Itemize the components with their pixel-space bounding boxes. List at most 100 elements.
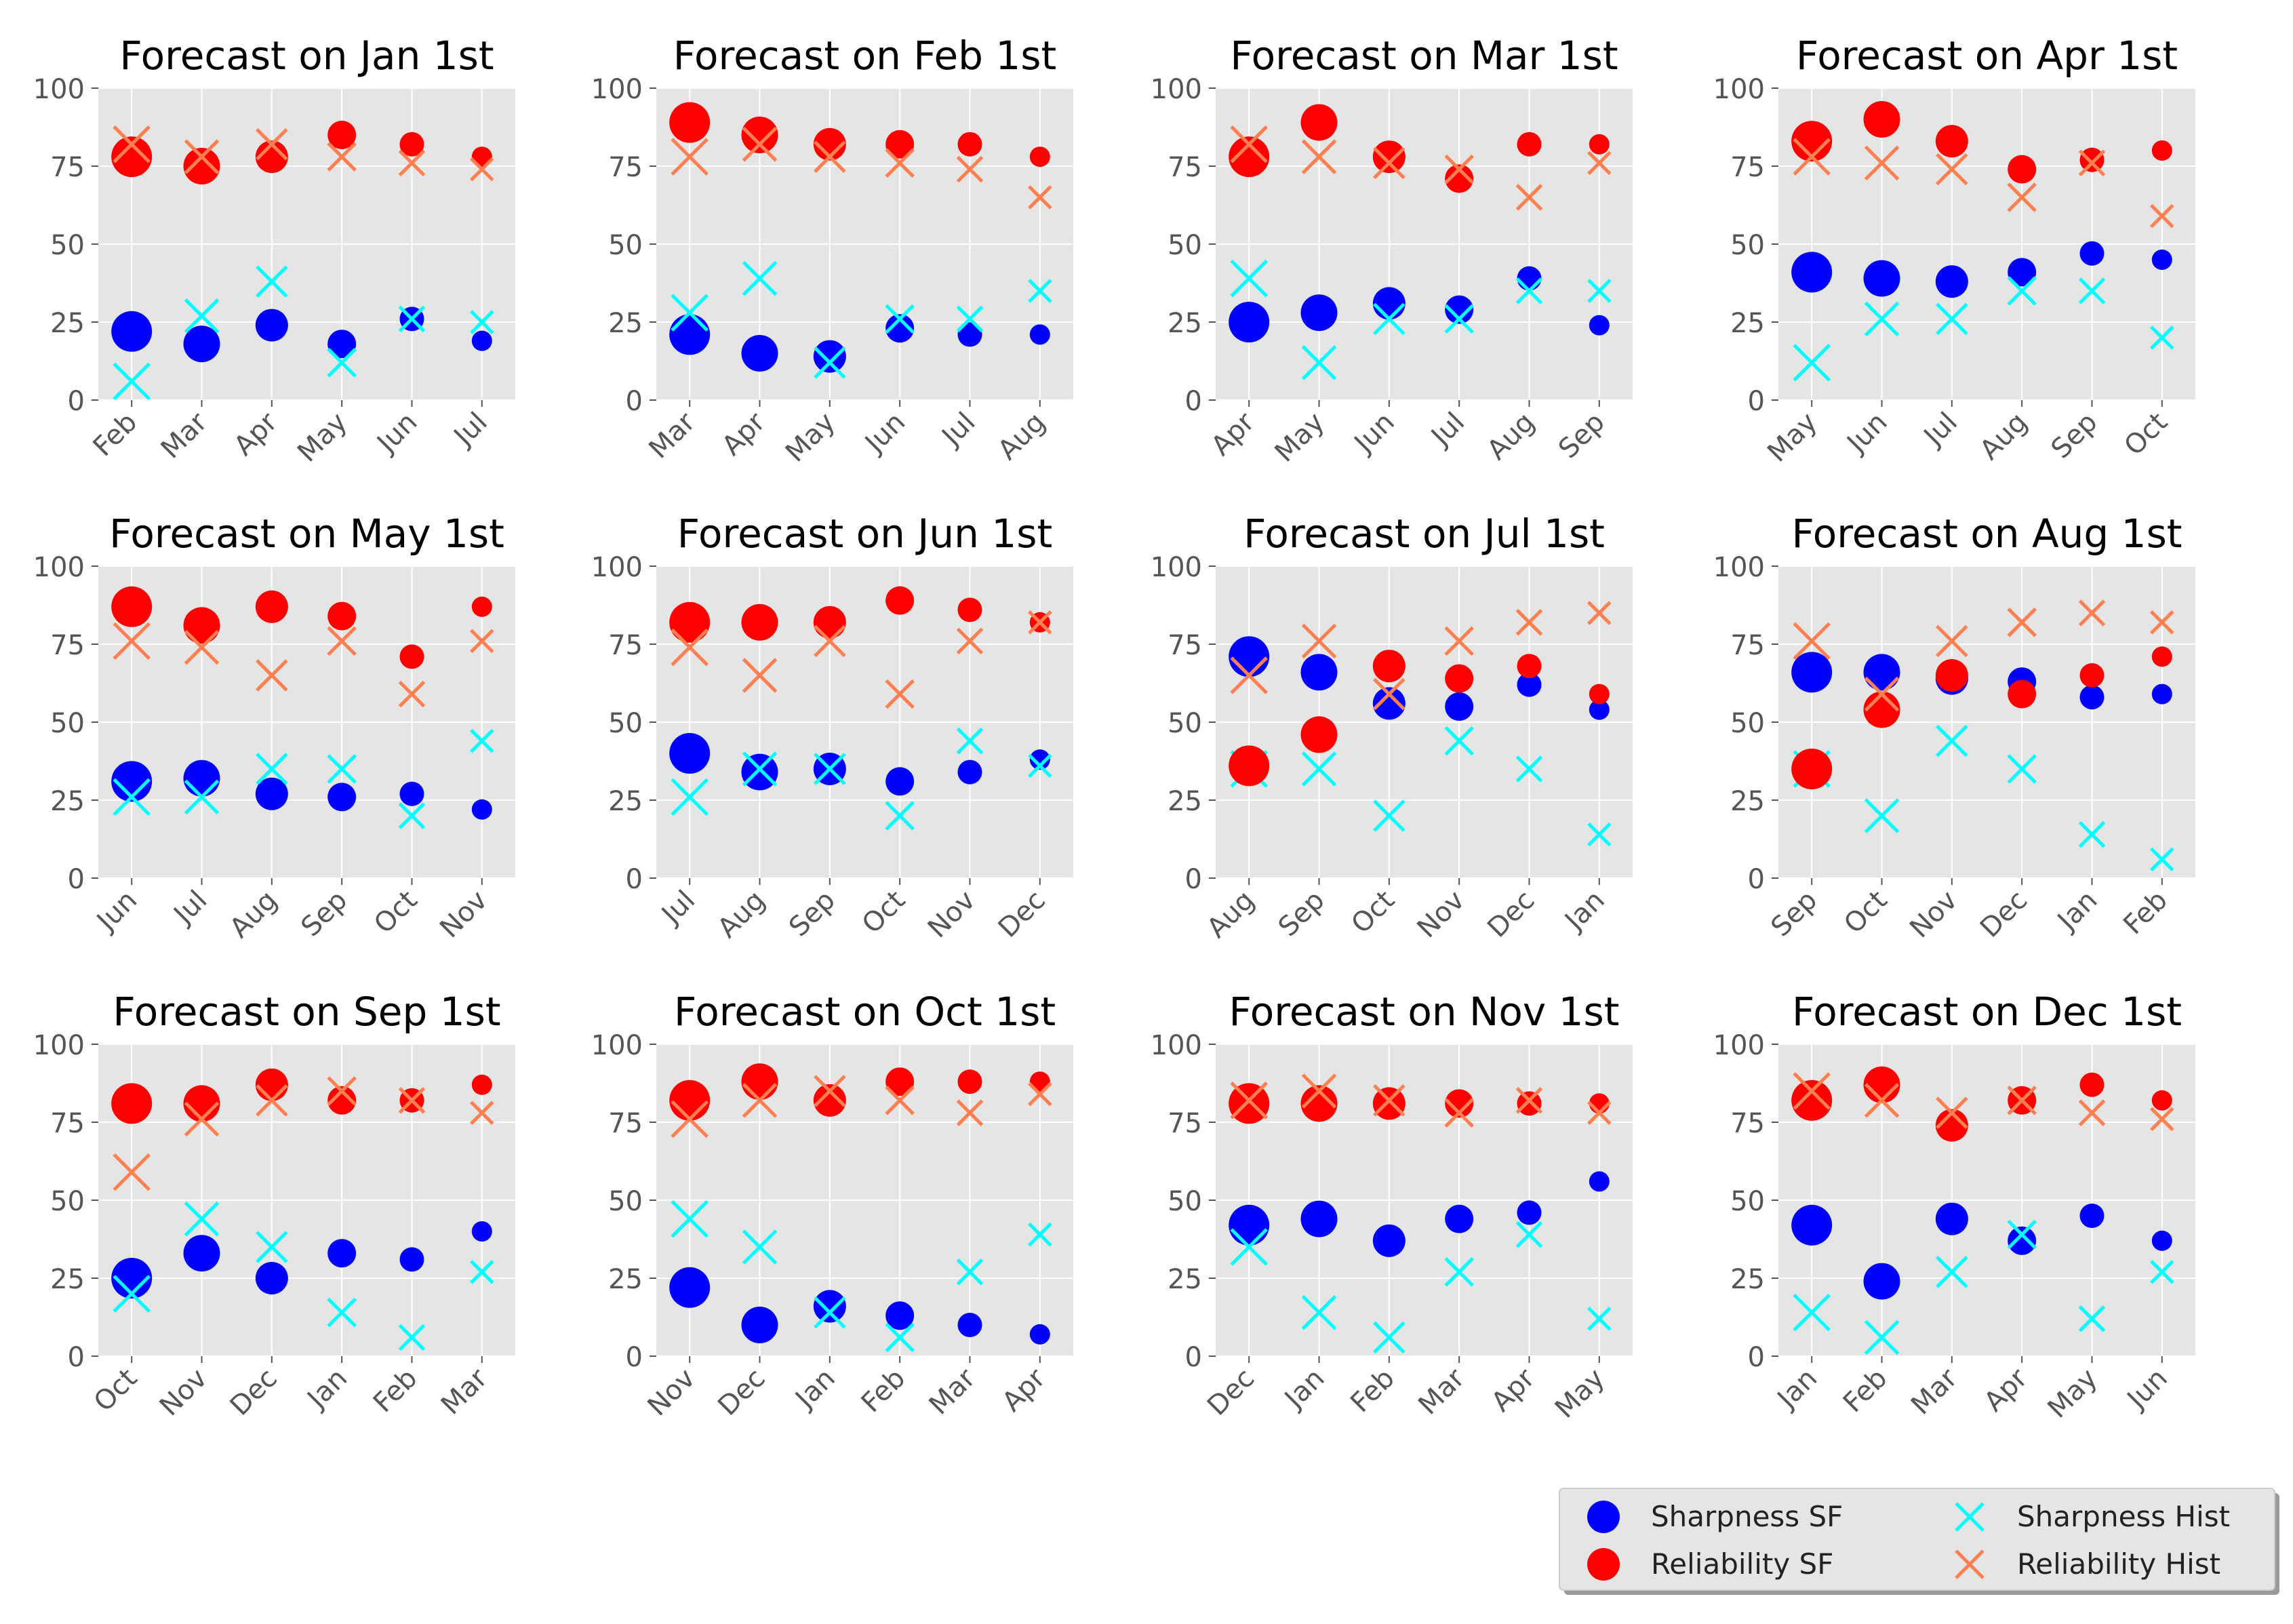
point-reliability-hist xyxy=(885,148,915,178)
point-sharpness-hist xyxy=(956,727,984,755)
point-sharpness-hist xyxy=(671,778,709,816)
point-sharpness-sf xyxy=(1791,252,1833,293)
panel-10: 0 25 50 75 100 Nov Dec Jan Feb Mar Apr Forecast on … xyxy=(591,989,1073,1422)
point-sharpness-sf xyxy=(399,781,424,806)
point-sharpness-sf xyxy=(1863,260,1900,297)
y-tick-label: 50 xyxy=(1730,230,1765,261)
point-sharpness-hist xyxy=(2078,277,2106,304)
point-reliability-sf xyxy=(327,121,357,149)
panel-title: Forecast on Jun 1st xyxy=(677,511,1052,557)
point-sharpness-sf xyxy=(741,753,778,791)
panel-11: 0 25 50 75 100 Dec Jan Feb Mar Apr May Forecast on … xyxy=(1151,989,1633,1425)
point-sharpness-hist xyxy=(113,362,151,401)
y-tick-label: 50 xyxy=(1168,230,1202,261)
y-tick-label: 50 xyxy=(50,230,85,261)
x-tick-label: Mar xyxy=(435,1362,494,1421)
point-sharpness-hist xyxy=(327,754,357,784)
x-tick-label: Jun xyxy=(1347,407,1401,460)
point-sharpness-hist xyxy=(1301,345,1337,380)
x-tick-label: Jul xyxy=(1917,407,1963,454)
point-reliability-hist xyxy=(398,1087,426,1114)
point-reliability-sf xyxy=(2008,155,2037,184)
point-reliability-sf xyxy=(1863,1066,1900,1103)
point-reliability-sf xyxy=(885,1067,915,1096)
x-tick-label: Aug xyxy=(712,885,772,945)
y-tick-label: 25 xyxy=(608,308,643,339)
y-tick-label: 100 xyxy=(1151,1030,1202,1061)
y-tick-label: 0 xyxy=(626,386,643,417)
point-reliability-hist xyxy=(256,659,288,692)
x-tick-label: Dec xyxy=(993,885,1052,944)
point-sharpness-sf xyxy=(1300,1200,1338,1237)
point-reliability-sf xyxy=(1517,654,1542,679)
x-tick-label: Aug xyxy=(224,885,283,945)
point-sharpness-hist xyxy=(742,260,778,296)
point-reliability-sf xyxy=(1229,745,1270,787)
point-reliability-sf xyxy=(1863,101,1900,138)
point-reliability-sf xyxy=(399,644,424,669)
point-sharpness-hist xyxy=(814,753,846,785)
point-reliability-sf xyxy=(1229,136,1270,178)
point-reliability-sf xyxy=(255,1068,288,1101)
panel-title: Forecast on Sep 1st xyxy=(113,989,500,1035)
y-tick-label: 50 xyxy=(1168,1186,1202,1217)
y-tick-label: 75 xyxy=(608,630,643,661)
point-reliability-hist xyxy=(1373,677,1405,711)
point-sharpness-sf xyxy=(1589,699,1610,720)
point-sharpness-sf xyxy=(741,1307,778,1343)
point-reliability-sf xyxy=(255,590,288,623)
point-sharpness-sf xyxy=(2151,684,2172,705)
point-sharpness-sf xyxy=(327,783,357,812)
y-tick-label: 75 xyxy=(1168,630,1202,661)
point-sharpness-sf xyxy=(1791,652,1833,693)
point-reliability-hist xyxy=(885,1086,915,1115)
y-tick-label: 25 xyxy=(1168,308,1202,339)
x-tick-label: Jul xyxy=(447,407,494,454)
point-reliability-sf xyxy=(669,601,711,643)
y-tick-label: 100 xyxy=(1713,74,1765,105)
y-tick-label: 100 xyxy=(33,1030,85,1061)
x-tick-label: Jul xyxy=(167,885,214,932)
y-tick-label: 100 xyxy=(1713,552,1765,583)
point-reliability-sf xyxy=(885,130,915,159)
y-tick-label: 25 xyxy=(1168,1264,1202,1295)
x-tick-label: Sep xyxy=(1273,885,1331,943)
point-sharpness-hist xyxy=(1515,1221,1543,1248)
y-tick-label: 0 xyxy=(1185,864,1202,895)
y-tick-label: 75 xyxy=(1730,152,1765,183)
x-tick-label: Mar xyxy=(155,406,214,464)
point-sharpness-sf xyxy=(255,309,288,342)
point-reliability-hist xyxy=(1793,138,1831,176)
point-sharpness-hist xyxy=(956,305,984,333)
point-reliability-sf xyxy=(2151,646,2172,667)
point-reliability-hist xyxy=(1028,185,1052,210)
point-sharpness-hist xyxy=(1373,302,1405,336)
point-sharpness-sf xyxy=(1935,265,1968,298)
y-tick-label: 50 xyxy=(1730,1186,1765,1217)
x-tick-label: Nov xyxy=(154,1363,214,1423)
point-sharpness-hist xyxy=(956,1259,984,1286)
point-sharpness-hist xyxy=(2150,1260,2174,1284)
point-reliability-hist xyxy=(1230,656,1268,694)
y-tick-label: 0 xyxy=(1185,1342,1202,1373)
y-tick-label: 75 xyxy=(608,1108,643,1139)
legend-label: Sharpness Hist xyxy=(2017,1500,2230,1533)
point-sharpness-hist xyxy=(885,1322,915,1353)
point-sharpness-hist xyxy=(1444,1257,1474,1287)
x-tick-label: Aug xyxy=(1481,407,1541,467)
x-tick-label: Apr xyxy=(228,406,283,462)
point-reliability-hist xyxy=(1230,125,1268,163)
x-tick-label: Sep xyxy=(1765,885,1823,943)
x-tick-label: Jun xyxy=(2120,1363,2174,1417)
point-reliability-hist xyxy=(956,155,984,183)
point-reliability-hist xyxy=(1301,623,1337,659)
point-reliability-hist xyxy=(1864,145,1900,181)
y-tick-label: 75 xyxy=(50,630,85,661)
point-reliability-sf xyxy=(327,1086,357,1115)
point-reliability-sf xyxy=(2079,147,2105,172)
point-reliability-sf xyxy=(813,127,846,161)
panel-title: Forecast on Jan 1st xyxy=(119,33,494,79)
x-tick-label: May xyxy=(292,407,353,469)
point-sharpness-sf xyxy=(885,767,915,796)
point-reliability-hist xyxy=(327,1076,357,1106)
